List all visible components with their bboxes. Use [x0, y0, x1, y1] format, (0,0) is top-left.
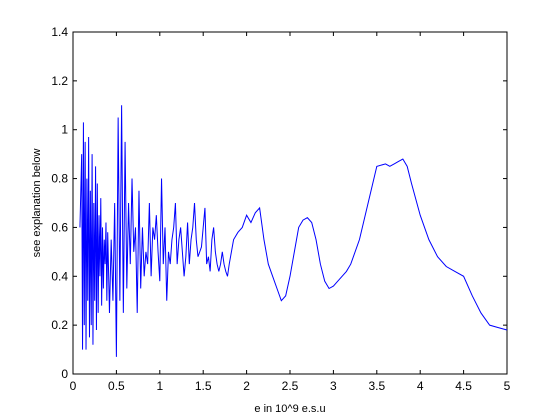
series-line [79, 105, 508, 357]
x-tick-label: 0 [70, 379, 77, 393]
plot-area [72, 31, 508, 375]
y-tick-label: 0.2 [51, 318, 68, 332]
y-tick-label: 1.2 [51, 74, 68, 88]
x-tick-label: 3 [330, 379, 337, 393]
y-tick-label: 0.8 [51, 172, 68, 186]
x-tick-label: 4 [417, 379, 424, 393]
y-tick-label: 0 [61, 367, 68, 381]
x-tick-label: 0.5 [108, 379, 125, 393]
x-tick-label: 4.5 [455, 379, 472, 393]
x-tick-label: 2 [243, 379, 250, 393]
x-tick-label: 1 [156, 379, 163, 393]
x-tick-label: 3.5 [368, 379, 385, 393]
y-tick-label: 0.6 [51, 220, 68, 234]
y-tick-label: 1.4 [51, 25, 68, 39]
x-axis-label: e in 10^9 e.s.u [254, 403, 325, 415]
y-axis-ticks: 0 0.2 0.4 0.6 0.8 1 1.2 1.4 [51, 25, 507, 381]
y-axis-label: see explanation below [31, 149, 43, 258]
y-tick-label: 1 [61, 123, 68, 137]
x-tick-label: 5 [504, 379, 511, 393]
y-tick-label: 0.4 [51, 269, 68, 283]
x-tick-label: 1.5 [195, 379, 212, 393]
x-tick-label: 2.5 [282, 379, 299, 393]
x-axis-ticks: 0 0.5 1 1.5 2 2.5 3 3.5 4 4.5 5 [70, 32, 511, 393]
